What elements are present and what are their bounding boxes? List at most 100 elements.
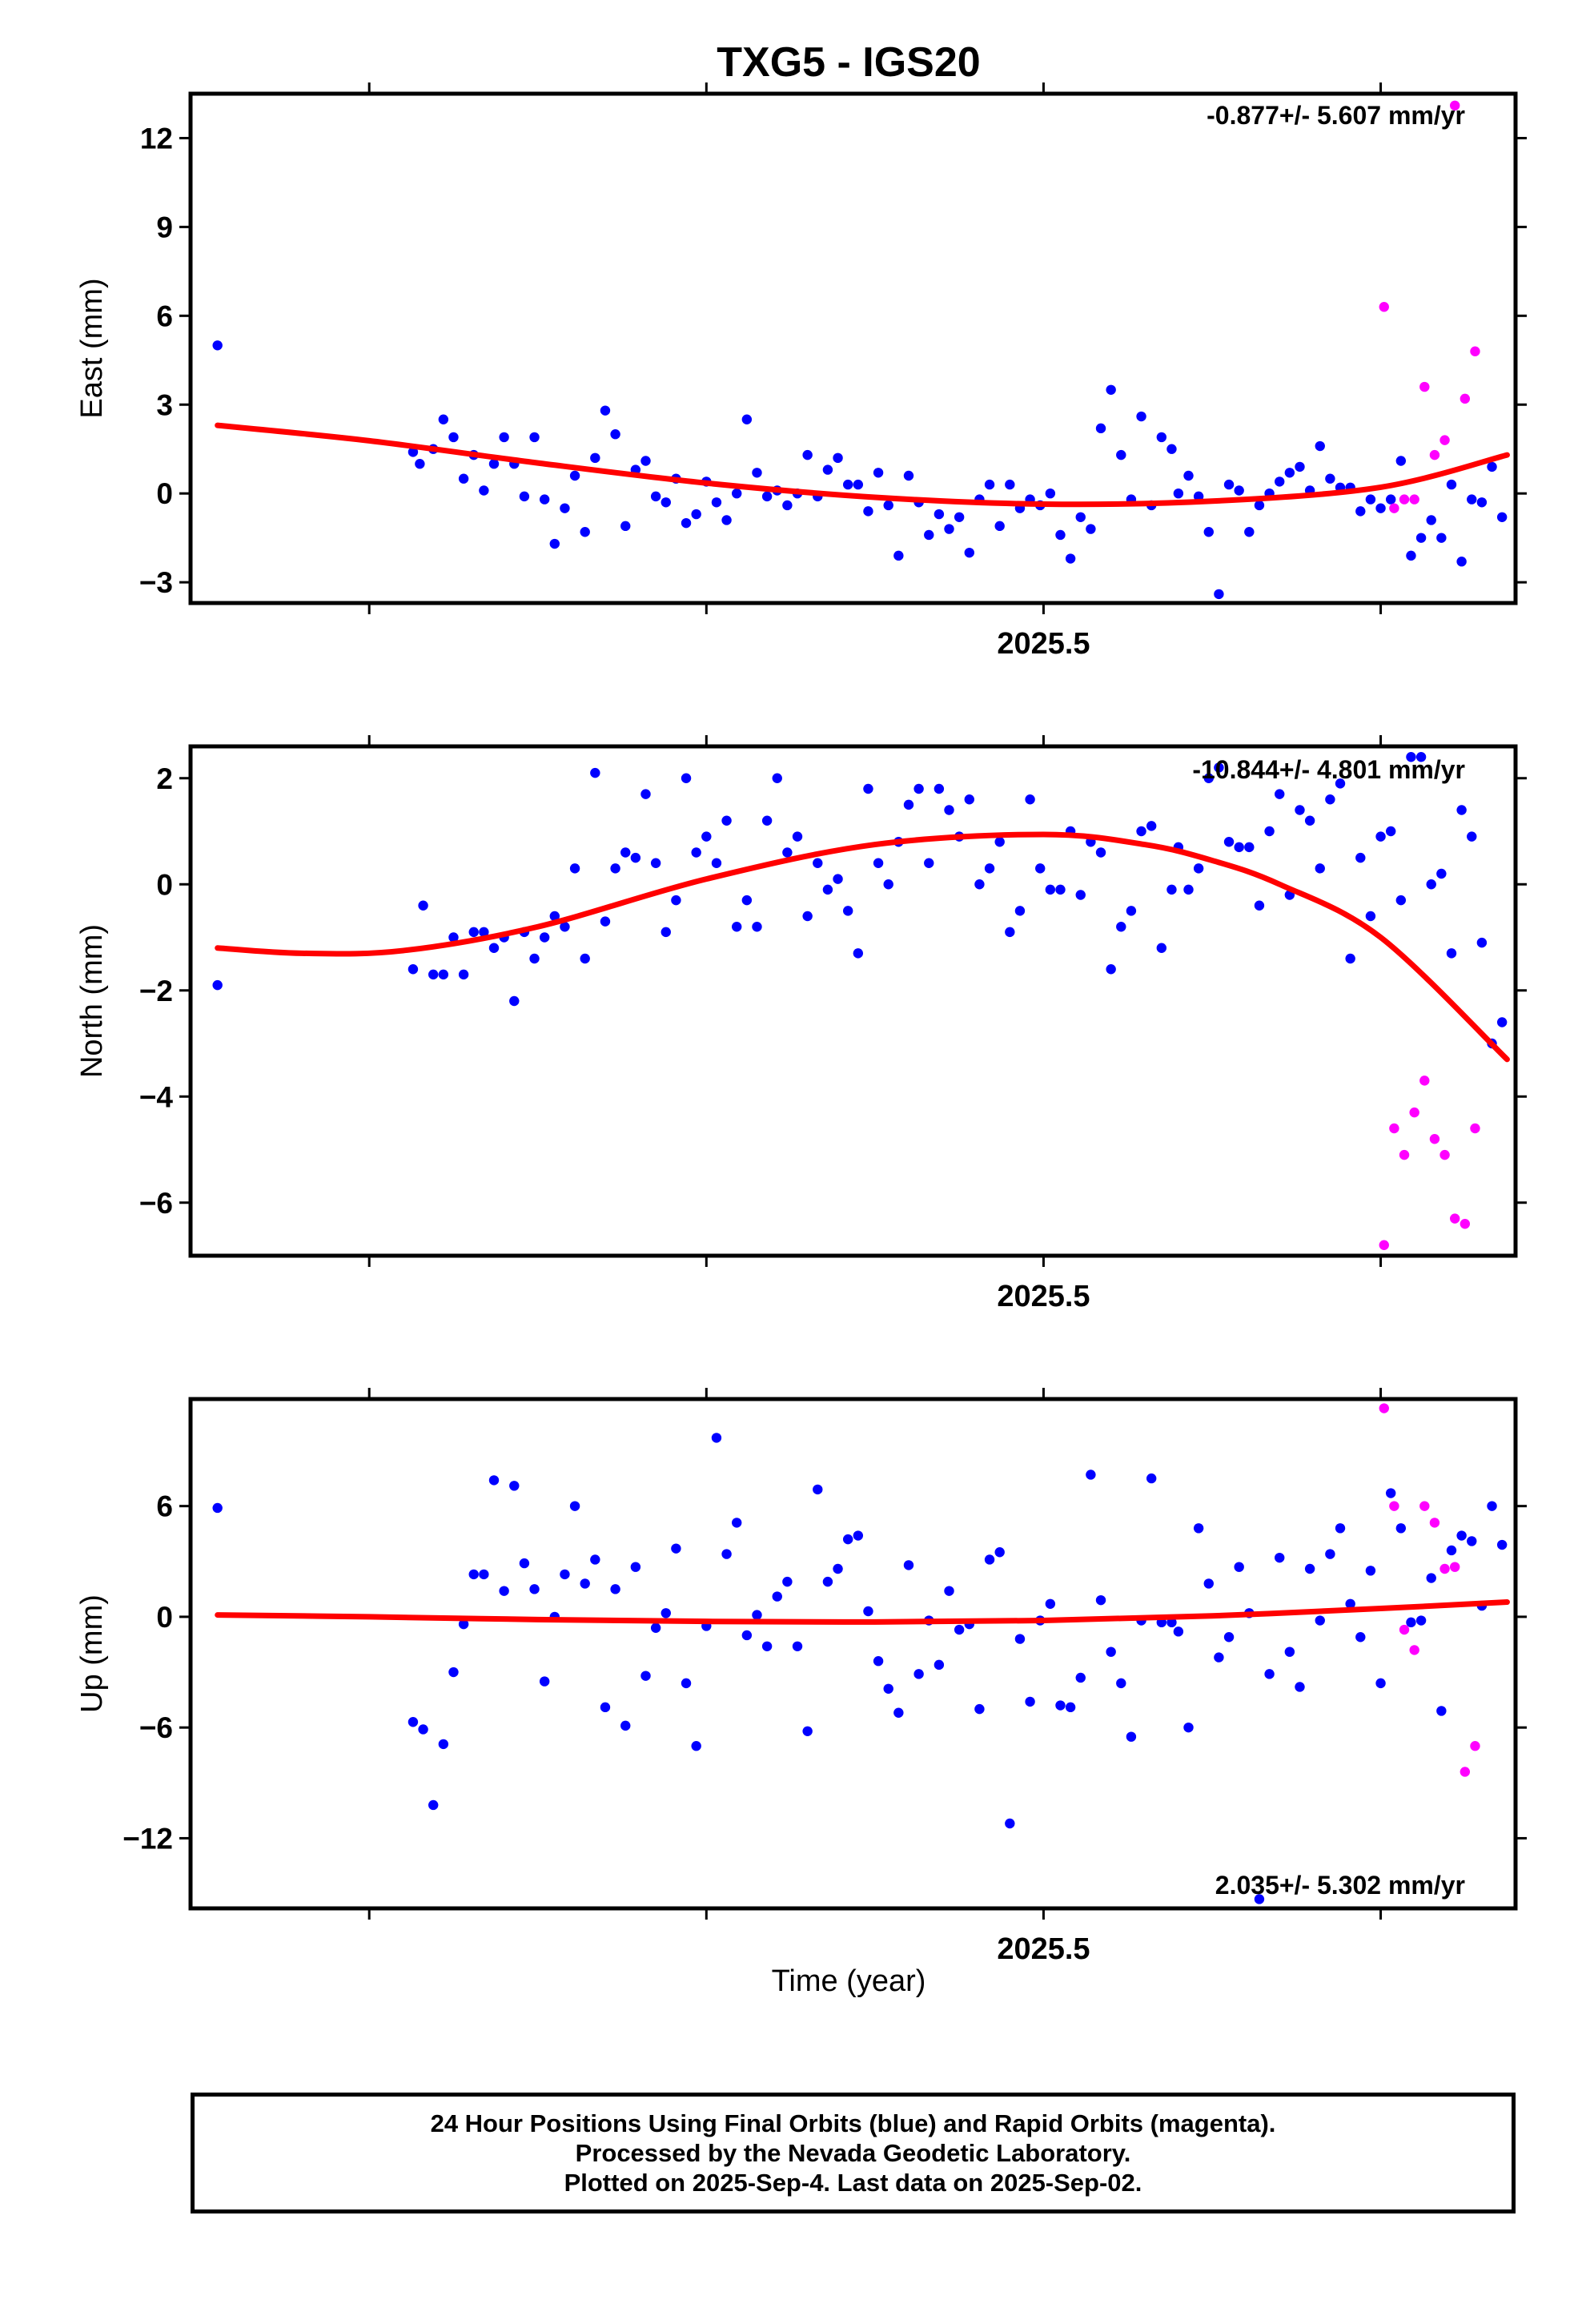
final-orbit-point — [1173, 1626, 1184, 1637]
final-orbit-point — [782, 500, 793, 511]
y-axis-label: East (mm) — [75, 278, 109, 418]
final-orbit-point — [1476, 497, 1488, 508]
final-orbit-point — [964, 547, 974, 558]
final-orbit-point — [994, 1547, 1005, 1558]
final-orbit-point — [964, 794, 974, 805]
final-orbit-point — [853, 1530, 864, 1541]
final-orbit-point — [822, 1576, 833, 1587]
final-orbit-point — [883, 500, 893, 511]
footer-line-2: Processed by the Nevada Geodetic Laborat… — [575, 2139, 1131, 2167]
final-orbit-point — [761, 815, 773, 826]
final-orbit-point — [1254, 500, 1265, 511]
final-orbit-point — [691, 847, 701, 858]
final-orbit-point — [681, 773, 692, 783]
final-orbit-point — [560, 1569, 570, 1580]
final-orbit-point — [944, 805, 954, 815]
rapid-orbit-point — [1419, 1076, 1430, 1086]
final-orbit-point — [944, 524, 954, 534]
final-orbit-point — [212, 1502, 223, 1514]
final-orbit-point — [1095, 847, 1106, 858]
final-orbit-point — [1446, 948, 1457, 959]
final-orbit-point — [721, 515, 732, 525]
rapid-orbit-point — [1409, 1645, 1419, 1655]
final-orbit-point — [539, 1676, 550, 1687]
rapid-orbit-point — [1389, 1123, 1399, 1134]
final-orbit-point — [1456, 557, 1467, 567]
y-tick-label: −12 — [122, 1822, 173, 1855]
final-orbit-point — [479, 1569, 489, 1580]
rapid-orbit-point — [1379, 1403, 1389, 1413]
final-orbit-point — [1496, 1539, 1508, 1550]
final-orbit-point — [883, 879, 893, 890]
final-orbit-point — [212, 979, 223, 991]
final-orbit-point — [418, 1724, 428, 1735]
final-orbit-point — [1335, 1523, 1346, 1534]
y-tick-label: 3 — [156, 388, 173, 421]
final-orbit-point — [408, 447, 419, 457]
final-orbit-point — [1487, 1501, 1497, 1511]
final-orbit-point — [600, 1702, 611, 1713]
rapid-orbit-point — [1439, 1149, 1450, 1160]
final-orbit-point — [1304, 815, 1315, 826]
rapid-orbit-point — [1399, 494, 1410, 505]
final-orbit-point — [1385, 494, 1396, 505]
final-orbit-point — [934, 783, 945, 794]
final-orbit-point — [509, 1481, 520, 1491]
rapid-orbit-point — [1399, 1624, 1410, 1635]
final-orbit-point — [1385, 1488, 1396, 1498]
final-orbit-point — [1325, 473, 1335, 484]
final-orbit-point — [732, 922, 742, 932]
final-orbit-point — [924, 529, 934, 541]
y-tick-label: −6 — [139, 1187, 173, 1220]
rapid-orbit-point — [1409, 494, 1419, 505]
final-orbit-point — [1254, 900, 1265, 911]
final-orbit-point — [1315, 440, 1325, 452]
final-orbit-point — [1045, 884, 1056, 895]
final-orbit-point — [1264, 1669, 1275, 1679]
final-orbit-point — [1446, 1545, 1457, 1556]
y-axis-label: Up (mm) — [75, 1594, 109, 1713]
final-orbit-point — [630, 1562, 641, 1572]
final-orbit-point — [1095, 423, 1106, 434]
final-orbit-point — [1315, 863, 1325, 874]
panels: −3 0 3 6 9 12 2025.5 East (mm) -0.877+/- 5.607 m… — [75, 82, 1527, 1966]
final-orbit-point — [620, 521, 631, 532]
final-orbit-point — [1014, 906, 1026, 916]
final-orbit-point — [569, 470, 580, 481]
final-orbit-point — [610, 1584, 620, 1594]
final-orbit-point — [1214, 762, 1224, 773]
final-orbit-point — [822, 884, 833, 895]
final-orbit-point — [1395, 456, 1407, 466]
final-orbit-point — [1375, 503, 1386, 513]
final-orbit-point — [1086, 1470, 1096, 1480]
data-points — [212, 752, 1510, 1250]
final-orbit-point — [1325, 794, 1335, 805]
rapid-orbit-point — [1429, 1134, 1440, 1144]
plot-frame — [188, 1397, 1518, 1911]
final-orbit-point — [1106, 964, 1116, 975]
final-orbit-point — [1126, 906, 1137, 916]
final-orbit-point — [1295, 1682, 1305, 1692]
final-orbit-point — [1065, 553, 1076, 564]
final-orbit-point — [1375, 1678, 1386, 1689]
final-orbit-point — [721, 815, 732, 826]
final-orbit-point — [408, 1717, 419, 1727]
final-orbit-point — [479, 927, 489, 938]
final-orbit-point — [418, 900, 428, 911]
final-orbit-point — [913, 783, 924, 794]
fit-curve — [215, 831, 1510, 1063]
y-tick-label: −3 — [139, 566, 173, 599]
final-orbit-point — [415, 459, 425, 469]
final-orbit-point — [529, 953, 540, 964]
rate-annotation: -10.844+/- 4.801 mm/yr — [1192, 755, 1465, 784]
final-orbit-point — [863, 1606, 873, 1617]
final-orbit-point — [1284, 1647, 1295, 1657]
final-orbit-point — [1426, 1573, 1436, 1583]
final-orbit-point — [458, 473, 469, 484]
final-orbit-point — [1183, 1722, 1194, 1733]
final-orbit-point — [408, 964, 419, 975]
final-orbit-point — [650, 491, 661, 502]
final-orbit-point — [802, 911, 813, 922]
rapid-orbit-point — [1419, 1501, 1430, 1511]
final-orbit-point — [1436, 533, 1447, 543]
